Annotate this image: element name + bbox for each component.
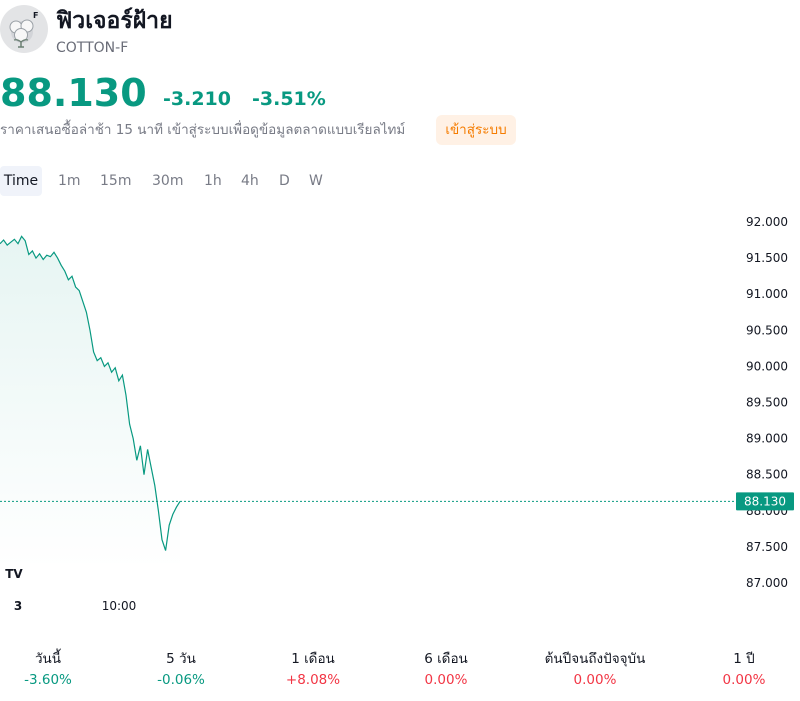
x-axis: 3 10:00 xyxy=(14,599,136,613)
stat-value: +8.08% xyxy=(285,672,341,688)
stat-1-month[interactable]: 1 เดือน +8.08% xyxy=(253,648,373,690)
stat-value: 0.00% xyxy=(424,672,468,688)
performance-stats: วันนี้ -3.60% 5 วัน -0.06% 1 เดือน +8.08… xyxy=(0,648,800,698)
x-tick-label: 10:00 xyxy=(102,599,137,613)
stat-label: วันนี้ xyxy=(34,651,62,667)
stat-value: -0.06% xyxy=(157,672,205,688)
tab-time[interactable]: Time xyxy=(0,166,42,196)
y-tick-label: 88.500 xyxy=(746,468,788,482)
y-tick-label: 92.000 xyxy=(746,215,788,229)
tab-1h[interactable]: 1h xyxy=(204,173,222,189)
stat-label: 1 ปี xyxy=(733,651,755,667)
delay-notice: ราคาเสนอซื้อล่าช้า 15 นาที เข้าสู่ระบบเพ… xyxy=(0,115,800,147)
price-area-fill xyxy=(0,236,180,570)
y-tick-label: 91.000 xyxy=(746,287,788,301)
stat-value: 0.00% xyxy=(573,672,617,688)
y-tick-label: 87.500 xyxy=(746,540,788,554)
y-tick-label: 91.500 xyxy=(746,251,788,265)
tab-30m[interactable]: 30m xyxy=(152,173,184,189)
cotton-boll-icon xyxy=(0,5,48,53)
last-price-badge xyxy=(736,492,794,511)
symbol-header: F ฟิวเจอร์ฝ้าย COTTON-F xyxy=(0,4,800,56)
price-line xyxy=(0,235,181,551)
y-tick-label: 87.000 xyxy=(746,576,788,590)
tab-15m[interactable]: 15m xyxy=(100,173,132,189)
y-axis: 92.000 91.500 91.000 90.500 90.000 89.500 89.0… xyxy=(746,215,788,590)
y-tick-label: 89.000 xyxy=(746,432,788,446)
tab-w[interactable]: W xyxy=(309,173,323,189)
tab-1m[interactable]: 1m xyxy=(58,173,81,189)
tradingview-logo[interactable]: TV xyxy=(2,562,26,584)
price-change-percent: -3.51% xyxy=(252,88,326,110)
instrument-name: ฟิวเจอร์ฝ้าย xyxy=(56,8,173,34)
stat-label: 1 เดือน xyxy=(291,651,335,667)
x-tick-label: 3 xyxy=(14,599,22,613)
stat-today[interactable]: วันนี้ -3.60% xyxy=(0,648,108,690)
interval-tabs: Time 1m 15m 30m 1h 4h D W xyxy=(0,166,400,196)
stat-value: 0.00% xyxy=(722,672,766,688)
stat-label: ต้นปีจนถึงปัจจุบัน xyxy=(544,651,646,667)
price-chart-svg[interactable]: 92.000 91.500 91.000 90.500 90.000 89.500 89.0… xyxy=(0,205,800,630)
last-price: 88.130 xyxy=(0,71,147,115)
quote-row: 88.130 -3.210 -3.51% xyxy=(0,70,800,120)
y-tick-label: 90.000 xyxy=(746,359,788,373)
tab-d[interactable]: D xyxy=(279,173,290,189)
stat-6-months[interactable]: 6 เดือน 0.00% xyxy=(386,648,506,690)
stat-value: -3.60% xyxy=(24,672,72,688)
tab-4h[interactable]: 4h xyxy=(241,173,259,189)
stat-label: 6 เดือน xyxy=(424,651,468,667)
price-chart[interactable]: 92.000 91.500 91.000 90.500 90.000 89.500 89.0… xyxy=(0,205,800,630)
y-tick-label: 90.500 xyxy=(746,323,788,337)
logo-letter-badge: F xyxy=(33,11,39,20)
stat-1-year[interactable]: 1 ปี 0.00% xyxy=(684,648,800,690)
stat-ytd[interactable]: ต้นปีจนถึงปัจจุบัน 0.00% xyxy=(535,648,655,690)
price-change: -3.210 xyxy=(163,88,231,110)
svg-text:TV: TV xyxy=(5,567,23,581)
delay-notice-text: ราคาเสนอซื้อล่าช้า 15 นาที เข้าสู่ระบบเพ… xyxy=(0,122,406,138)
stat-label: 5 วัน xyxy=(166,651,196,667)
instrument-symbol: COTTON-F xyxy=(56,40,129,56)
login-button[interactable]: เข้าสู่ระบบ xyxy=(436,115,516,145)
stat-5-days[interactable]: 5 วัน -0.06% xyxy=(121,648,241,690)
y-tick-label: 89.500 xyxy=(746,396,788,410)
last-price-badge-text: 88.130 xyxy=(744,494,786,508)
